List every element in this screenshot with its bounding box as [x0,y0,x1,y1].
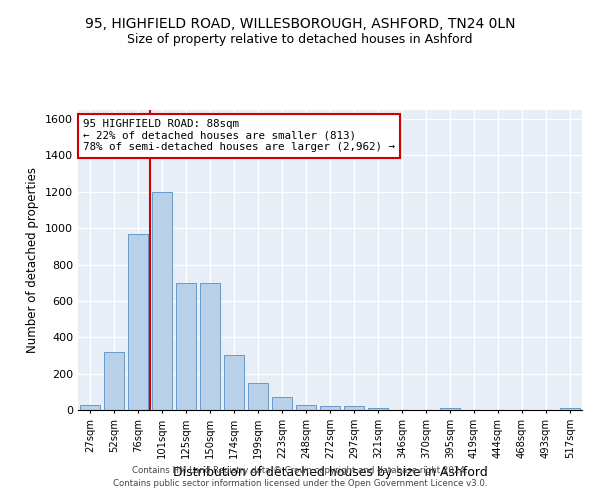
Bar [272,398,292,410]
Text: 95 HIGHFIELD ROAD: 88sqm
← 22% of detached houses are smaller (813)
78% of semi-: 95 HIGHFIELD ROAD: 88sqm ← 22% of detach… [83,119,395,152]
Bar [248,382,268,410]
Bar [224,356,244,410]
Bar [104,352,124,410]
Bar [128,234,148,410]
Bar [368,408,388,410]
Text: 95, HIGHFIELD ROAD, WILLESBOROUGH, ASHFORD, TN24 0LN: 95, HIGHFIELD ROAD, WILLESBOROUGH, ASHFO… [85,18,515,32]
Bar [200,282,220,410]
Bar [152,192,172,410]
Bar [296,404,316,410]
Text: Size of property relative to detached houses in Ashford: Size of property relative to detached ho… [127,32,473,46]
Y-axis label: Number of detached properties: Number of detached properties [26,167,40,353]
Text: Contains HM Land Registry data © Crown copyright and database right 2024.
Contai: Contains HM Land Registry data © Crown c… [113,466,487,487]
Bar [176,282,196,410]
X-axis label: Distribution of detached houses by size in Ashford: Distribution of detached houses by size … [173,466,487,479]
Bar [560,408,580,410]
Bar [320,406,340,410]
Bar [440,408,460,410]
Bar [344,406,364,410]
Bar [80,404,100,410]
